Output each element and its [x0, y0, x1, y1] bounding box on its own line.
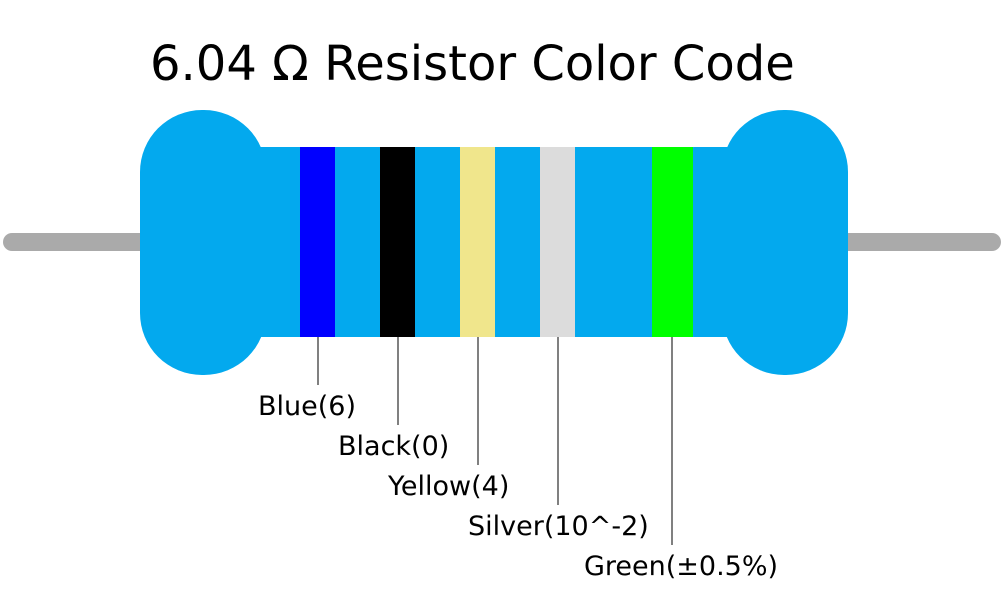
- band-label: Yellow(4): [387, 471, 509, 502]
- band: [540, 147, 575, 337]
- band: [380, 147, 415, 337]
- band-label: Blue(6): [258, 391, 356, 422]
- band-label: Black(0): [338, 431, 449, 462]
- band: [652, 147, 693, 337]
- body-end-left: [140, 110, 266, 375]
- body-end-right: [722, 110, 848, 375]
- title: 6.04 Ω Resistor Color Code: [150, 36, 795, 92]
- band-label: Silver(10^-2): [468, 511, 649, 542]
- band: [300, 147, 335, 337]
- band: [460, 147, 495, 337]
- band-label: Green(±0.5%): [584, 551, 778, 582]
